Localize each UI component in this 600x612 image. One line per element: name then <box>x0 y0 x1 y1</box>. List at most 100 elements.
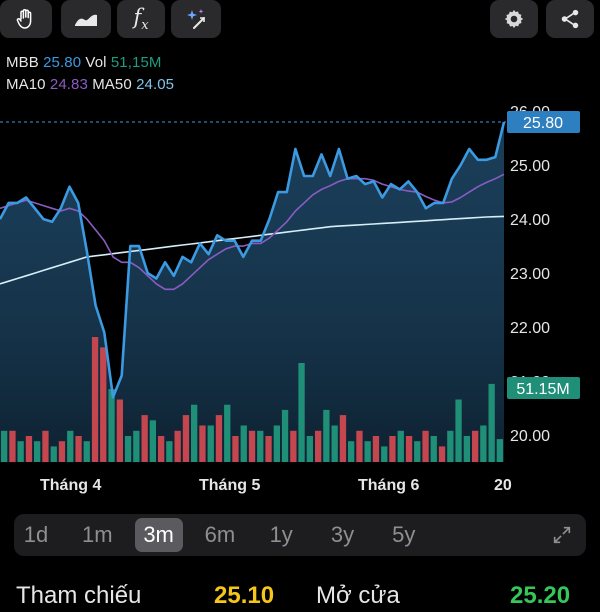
ma10-label: MA10 <box>6 76 46 93</box>
price-area <box>0 122 504 462</box>
reference-value: 25.10 <box>214 582 275 609</box>
volume-bar <box>149 420 156 462</box>
y-tick-label: 20.00 <box>510 428 550 445</box>
hand-icon <box>16 9 32 29</box>
volume-bar <box>58 441 66 462</box>
volume-bar <box>174 430 181 463</box>
volume-bar <box>438 446 446 462</box>
volume-bar <box>124 436 132 462</box>
last-volume-label: 51.15M <box>516 381 569 398</box>
ai-tools-button[interactable] <box>171 0 221 38</box>
x-tick-label: Tháng 6 <box>358 477 419 494</box>
volume-bar <box>273 425 280 462</box>
volume-bar <box>315 430 322 463</box>
chart-toolbar: fx <box>0 0 600 44</box>
ma50-line <box>0 215 505 285</box>
share-icon <box>561 9 579 29</box>
timeframe-1m[interactable]: 1m <box>82 522 113 547</box>
volume-bar <box>42 430 49 463</box>
volume-bar <box>496 439 503 462</box>
fullscreen-button[interactable] <box>538 518 586 552</box>
magic-wand-icon <box>187 9 205 29</box>
volume-bar <box>306 436 313 462</box>
volume-bar <box>199 425 206 462</box>
volume-bar <box>100 347 107 462</box>
last-price-label: 25.80 <box>523 115 563 132</box>
volume-bar <box>265 436 272 462</box>
volume-bar <box>430 436 437 462</box>
function-icon: fx <box>133 5 149 33</box>
volume-bar <box>356 430 363 463</box>
ma50-label: MA50 <box>92 76 132 93</box>
volume-bar <box>488 383 495 462</box>
settings-button[interactable] <box>490 0 538 38</box>
volume-label: Vol <box>85 54 107 71</box>
volume-bar <box>281 409 289 462</box>
volume-bar <box>397 430 404 463</box>
volume-bar <box>50 446 57 462</box>
volume-bar <box>116 399 123 462</box>
volume-bar <box>17 441 24 462</box>
volume-bar <box>91 337 99 462</box>
volume-bar <box>364 441 371 462</box>
expand-icon <box>553 526 571 544</box>
volume-bar <box>348 441 355 462</box>
volume-bar <box>339 415 347 462</box>
open-value: 25.20 <box>510 582 571 609</box>
volume-bar <box>389 436 396 462</box>
volume-bar <box>83 441 90 462</box>
y-tick-label: 22.00 <box>510 320 550 337</box>
symbol-label: MBB <box>6 54 39 71</box>
timeframe-3y[interactable]: 3y <box>330 522 355 547</box>
volume-bar <box>257 430 264 463</box>
volume-bar <box>240 425 247 462</box>
legend-line-1: MBB 25.80 Vol 51,15M <box>6 54 162 71</box>
volume-bar <box>372 436 380 462</box>
indicators-button[interactable]: fx <box>117 0 165 38</box>
volume-bar <box>215 415 223 462</box>
volume-bar <box>25 436 33 462</box>
timeframe-1y[interactable]: 1y <box>269 522 293 547</box>
volume-bar <box>331 425 338 462</box>
y-tick-label: 24.00 <box>510 212 550 229</box>
volume-value: 51,15M <box>110 54 162 71</box>
volume-bar <box>381 446 388 462</box>
volume-bar <box>158 436 165 462</box>
volume-bar <box>455 399 462 462</box>
volume-bar <box>141 415 148 462</box>
hand-tool-button[interactable] <box>0 0 52 38</box>
share-button[interactable] <box>546 0 594 38</box>
volume-bar <box>480 425 487 462</box>
legend-line-2: MA10 24.83 MA50 24.05 <box>6 76 174 93</box>
volume-bar <box>191 404 198 462</box>
volume-bar <box>248 430 256 463</box>
x-tick-label: 20 <box>494 477 512 494</box>
gear-icon <box>504 9 524 29</box>
area-chart-icon <box>75 14 97 26</box>
volume-bar <box>232 436 239 462</box>
reference-label: Tham chiếu <box>16 582 142 609</box>
price-chart[interactable]: 26.0025.0024.0023.0022.0021.0020.00Tháng… <box>0 0 600 500</box>
volume-bar <box>9 430 16 463</box>
timeframe-3m[interactable]: 3m <box>134 518 183 552</box>
ma50-value: 24.05 <box>136 76 175 93</box>
volume-bar <box>67 430 74 463</box>
volume-bar <box>472 430 479 463</box>
last-price-badge <box>507 111 580 133</box>
volume-bar <box>463 436 470 462</box>
stats-row: Tham chiếu 25.10 Mở cửa 25.20 <box>0 572 600 612</box>
volume-bar <box>323 409 330 462</box>
volume-bar <box>298 363 305 462</box>
volume-bar <box>290 430 297 463</box>
timeframe-6m[interactable]: 6m <box>204 522 236 547</box>
ma10-value: 24.83 <box>49 76 88 93</box>
chart-type-button[interactable] <box>61 0 111 38</box>
price-value: 25.80 <box>43 54 82 71</box>
price-line <box>0 121 506 399</box>
timeframe-5y[interactable]: 5y <box>392 522 416 547</box>
x-tick-label: Tháng 5 <box>199 477 260 494</box>
timeframe-1d[interactable]: 1d <box>23 522 49 547</box>
volume-bar <box>447 430 454 463</box>
chart-svg: 26.0025.0024.0023.0022.0021.0020.00Tháng… <box>0 104 580 494</box>
volume-bar <box>1 430 8 463</box>
